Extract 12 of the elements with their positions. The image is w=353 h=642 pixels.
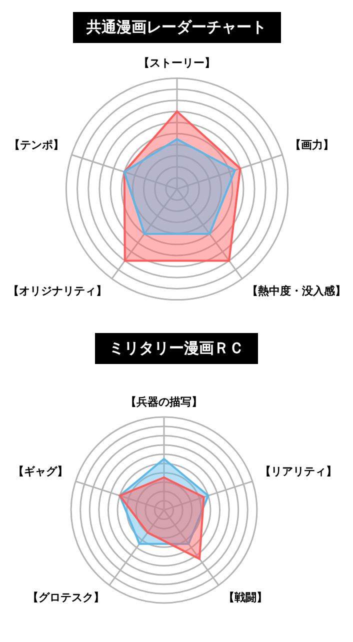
spoke-label: 【グロテスク】 [28, 591, 105, 604]
spoke-label: 【テンポ】 [9, 138, 64, 152]
chart-title: ミリタリー漫画ＲＣ [95, 333, 258, 364]
spoke-label: 【オリジナリティ】 [8, 284, 108, 298]
spoke-label: 【ギャグ】 [13, 465, 68, 478]
spoke-label: 【熱中度・没入感】 [246, 284, 346, 298]
spoke-label: 【戦闘】 [223, 591, 268, 604]
chart-title: 共通漫画レーダーチャート [72, 12, 280, 43]
spoke-label: 【リアリティ】 [260, 465, 337, 478]
spoke-label: 【ストーリー】 [138, 56, 216, 70]
spoke-label: 【画力】 [290, 138, 334, 152]
spoke-label: 【兵器の描写】 [126, 395, 202, 408]
